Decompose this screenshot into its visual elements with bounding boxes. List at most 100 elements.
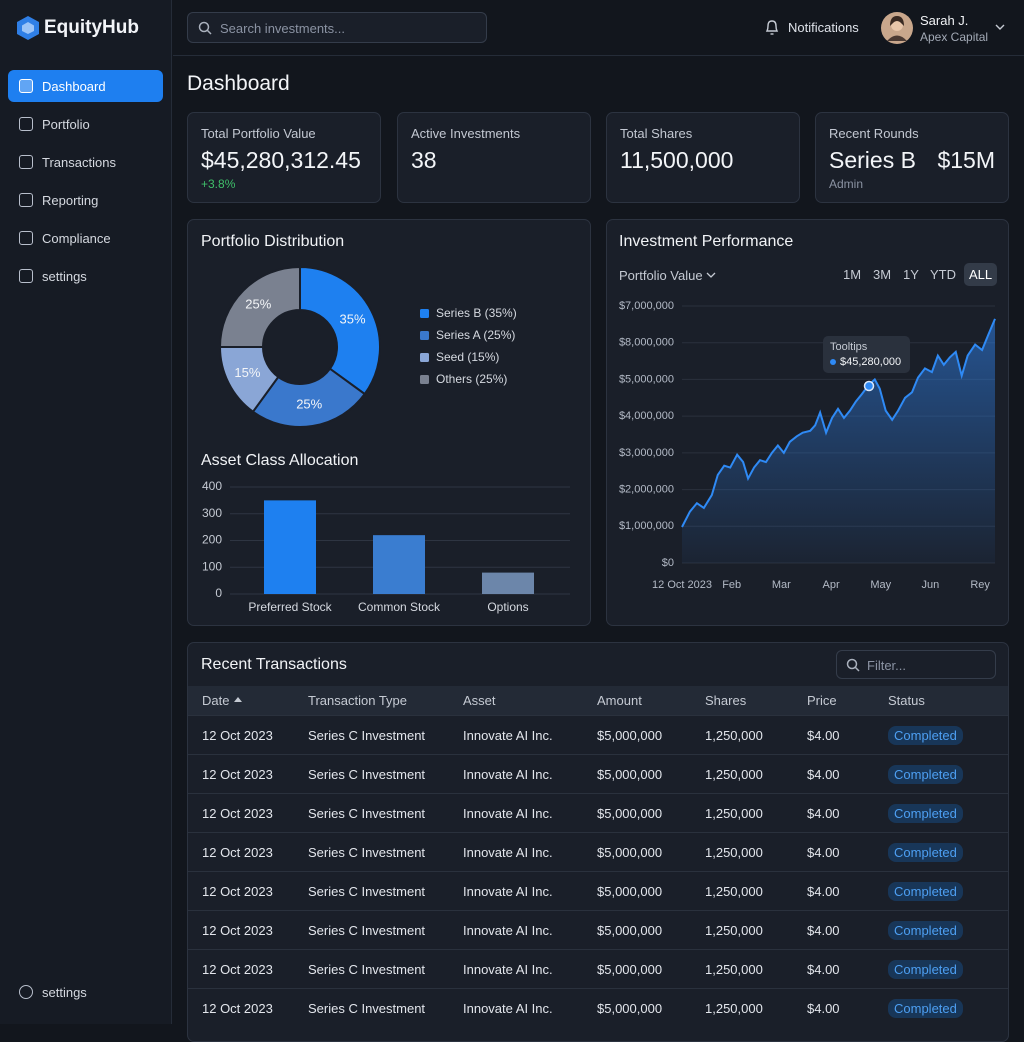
- stat-label: Total Portfolio Value: [201, 126, 316, 141]
- tooltip-value: $45,280,000: [830, 356, 901, 368]
- hover-point: [863, 380, 875, 392]
- nav-label: Transactions: [42, 154, 116, 170]
- search-placeholder: Search investments...: [220, 21, 345, 36]
- tooltip: Tooltips $45,280,000: [823, 336, 910, 373]
- tooltip-title: Tooltips: [830, 341, 868, 353]
- legend-label: Series B (35%): [436, 306, 517, 320]
- stat-label: Total Shares: [620, 126, 693, 141]
- icon: [19, 117, 33, 131]
- table-cell: 1,250,000: [705, 728, 763, 743]
- notifications[interactable]: Notifications: [788, 20, 859, 35]
- nav-item[interactable]: settings: [8, 260, 163, 292]
- bar: [264, 500, 316, 594]
- x-tick-label: Common Stock: [358, 600, 441, 614]
- status-pill: Completed: [888, 999, 963, 1018]
- nav-item[interactable]: Transactions: [8, 146, 163, 178]
- page-title: Dashboard: [187, 72, 290, 95]
- table-row[interactable]: 12 Oct 2023 Series C Investment Innovate A…: [188, 988, 1008, 1027]
- table-cell: $4.00: [807, 884, 840, 899]
- table-cell: 1,250,000: [705, 1001, 763, 1016]
- table-cell: $5,000,000: [597, 806, 663, 821]
- table-cell: $5,000,000: [597, 767, 663, 782]
- status-pill: Completed: [888, 882, 963, 901]
- table-cell: $4.00: [807, 962, 840, 977]
- table-row[interactable]: 12 Oct 2023 Series C Investment Innovate A…: [188, 715, 1008, 754]
- column-header: Transaction Type: [308, 693, 407, 708]
- topbar: Search investments... Notifications Sara…: [173, 0, 1024, 56]
- range-button[interactable]: 1M: [843, 267, 862, 282]
- nav-item[interactable]: Portfolio: [8, 108, 163, 140]
- user-name: Sarah J.: [920, 13, 969, 28]
- table-cell: Innovate AI Inc.: [463, 1001, 553, 1016]
- slice-label: 35%: [340, 312, 366, 327]
- table-row[interactable]: 12 Oct 2023 Series C Investment Innovate A…: [188, 754, 1008, 793]
- table-cell: Innovate AI Inc.: [463, 806, 553, 821]
- table-cell: 1,250,000: [705, 767, 763, 782]
- metric-dropdown[interactable]: Portfolio Value: [619, 268, 716, 283]
- table-row[interactable]: 12 Oct 2023 Series C Investment Innovate A…: [188, 949, 1008, 988]
- nav-settings[interactable]: settings: [8, 976, 163, 1008]
- table-cell: $5,000,000: [597, 728, 663, 743]
- status-pill: Completed: [888, 726, 963, 745]
- column-header: Status: [888, 693, 925, 708]
- table-cell: 12 Oct 2023: [202, 923, 273, 938]
- table-cell: $4.00: [807, 845, 840, 860]
- status-pill: Completed: [888, 804, 963, 823]
- stat-card: Active Investments 38: [397, 112, 591, 203]
- icon: [19, 985, 33, 999]
- sidebar: EquityHub Dashboard Portfolio Transactions…: [0, 0, 172, 1024]
- column-header: Asset: [463, 693, 496, 708]
- y-tick-label: 400: [202, 479, 222, 493]
- icon: [19, 269, 33, 283]
- table-row[interactable]: 12 Oct 2023 Series C Investment Innovate A…: [188, 910, 1008, 949]
- table-cell: 12 Oct 2023: [202, 962, 273, 977]
- icon: [19, 231, 33, 245]
- table-row[interactable]: 12 Oct 2023 Series C Investment Innovate A…: [188, 832, 1008, 871]
- stat-value: $45,280,312.45: [201, 147, 361, 173]
- nav-item[interactable]: Dashboard: [8, 70, 163, 102]
- x-tick-label: Options: [487, 600, 528, 614]
- table-cell: 12 Oct 2023: [202, 845, 273, 860]
- range-button[interactable]: ALL: [964, 263, 998, 286]
- legend-swatch: [420, 331, 429, 340]
- legend-swatch: [420, 353, 429, 362]
- range-button[interactable]: 1Y: [903, 267, 919, 282]
- search[interactable]: Search investments...: [187, 12, 487, 43]
- slice-label: 25%: [296, 397, 322, 412]
- nav-label: settings: [42, 984, 87, 1000]
- filter[interactable]: Filter...: [836, 650, 996, 679]
- filter-icon: [846, 658, 860, 672]
- logo: [17, 16, 39, 40]
- sort-arrow[interactable]: [234, 697, 242, 703]
- table-row[interactable]: 12 Oct 2023 Series C Investment Innovate A…: [188, 871, 1008, 910]
- table-cell: 1,250,000: [705, 923, 763, 938]
- table-row[interactable]: 12 Oct 2023 Series C Investment Innovate A…: [188, 793, 1008, 832]
- y-tick-label: 300: [202, 506, 222, 520]
- pie-slice: [299, 265, 381, 396]
- column-header[interactable]: Date: [202, 693, 230, 708]
- transactions-card: Recent Transactions Filter... Date Transa…: [187, 642, 1009, 1042]
- stat-value: 38: [411, 147, 437, 173]
- table-cell: Series C Investment: [308, 728, 426, 743]
- table-cell: Series C Investment: [308, 1001, 426, 1016]
- pie-slice: [251, 367, 367, 428]
- stat-card: Total Shares 11,500,000: [606, 112, 800, 203]
- nav-item[interactable]: Compliance: [8, 222, 163, 254]
- slice-label: 25%: [245, 297, 271, 312]
- pie-slice: [218, 265, 301, 348]
- stat-value: Series B: [829, 147, 916, 173]
- range-button[interactable]: 3M: [873, 267, 892, 282]
- table-cell: Series C Investment: [308, 923, 426, 938]
- range-button[interactable]: YTD: [930, 267, 956, 282]
- table-cell: Innovate AI Inc.: [463, 962, 553, 977]
- avatar[interactable]: [881, 12, 913, 44]
- table-cell: 12 Oct 2023: [202, 884, 273, 899]
- card-title: Investment Performance: [619, 233, 794, 250]
- card-title: Portfolio Distribution: [201, 233, 345, 250]
- chevron: [706, 272, 716, 278]
- chevron[interactable]: [995, 24, 1005, 32]
- nav-item[interactable]: Reporting: [8, 184, 163, 216]
- stat-label: Active Investments: [411, 126, 521, 141]
- card-title: Asset Class Allocation: [201, 452, 359, 469]
